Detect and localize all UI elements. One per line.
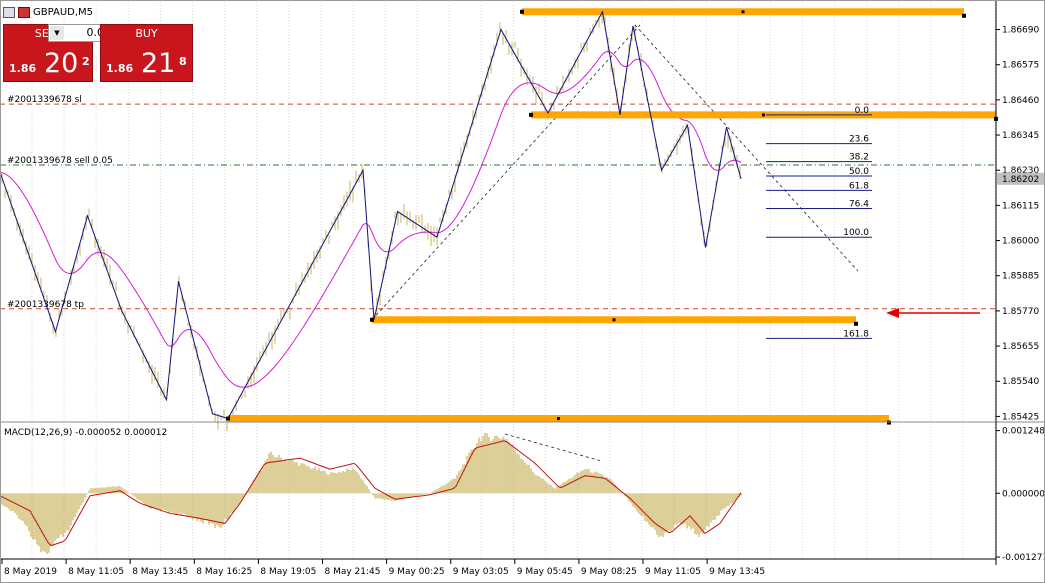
time-tick-label: 9 May 03:05 bbox=[453, 567, 509, 577]
chart-title-bar: GBPAUD,M5 bbox=[3, 4, 93, 20]
fib-level-label: 100.0 bbox=[843, 228, 869, 238]
fib-level-label: 23.6 bbox=[849, 135, 869, 145]
price-axis: 1.86690 1.86575 1.86460 1.86345 1.86230 1.861… bbox=[995, 0, 1045, 565]
time-tick-label: 8 May 2019 bbox=[4, 567, 57, 577]
time-tick-label: 8 May 16:25 bbox=[196, 567, 252, 577]
price-tick-label: 1.86000 bbox=[1002, 237, 1039, 247]
fibonacci[interactable]: 0.0 23.6 38.2 50.0 61.8 76.4 100.0 161.8 bbox=[766, 106, 980, 340]
trendlines bbox=[371, 24, 859, 321]
macd-tick-label: -0.001271 bbox=[1002, 553, 1045, 563]
level-handle bbox=[762, 113, 765, 117]
buy-button[interactable]: BUY 1.86 21 8 bbox=[100, 24, 193, 82]
price-tick-label: 1.85425 bbox=[1002, 412, 1039, 422]
trendline bbox=[634, 24, 859, 272]
moving-average bbox=[0, 50, 742, 388]
symbol-icon bbox=[18, 6, 30, 18]
lot-decrease-icon[interactable]: ▼ bbox=[50, 26, 64, 40]
time-tick-label: 9 May 13:45 bbox=[709, 567, 765, 577]
time-tick-label: 8 May 11:05 bbox=[68, 567, 124, 577]
time-tick-label: 9 May 05:45 bbox=[517, 567, 573, 577]
trendline bbox=[371, 24, 641, 321]
price-tick-label: 1.86690 bbox=[1002, 26, 1039, 36]
ma-line bbox=[0, 50, 742, 388]
level-handle bbox=[557, 417, 560, 421]
fib-level-label: 50.0 bbox=[849, 167, 869, 177]
fib-level-label: 61.8 bbox=[849, 181, 869, 191]
current-price-tag bbox=[997, 172, 1044, 185]
zigzag bbox=[0, 10, 742, 420]
sell-price-prefix: 1.86 bbox=[9, 62, 37, 75]
price-tick-label: 1.86575 bbox=[1002, 61, 1039, 71]
current-price-label: 1.86202 bbox=[1002, 175, 1039, 185]
level-handle bbox=[741, 10, 745, 14]
macd-tick-label: 0.000000 bbox=[1002, 489, 1045, 499]
price-tick-label: 1.85770 bbox=[1002, 307, 1039, 317]
level-handle bbox=[370, 317, 374, 322]
macd-title: MACD(12,26,9) -0.000052 0.000012 bbox=[4, 428, 167, 438]
price-tick-label: 1.86230 bbox=[1002, 166, 1039, 176]
time-tick-label: 8 May 13:45 bbox=[132, 567, 188, 577]
fib-level-label: 38.2 bbox=[849, 153, 869, 163]
level-handle bbox=[854, 321, 858, 326]
window-icon[interactable] bbox=[3, 6, 15, 18]
sell-price-sup: 2 bbox=[82, 55, 90, 68]
time-tick-label: 9 May 08:25 bbox=[581, 567, 637, 577]
fib-level-label: 76.4 bbox=[849, 199, 869, 209]
level-handle bbox=[962, 13, 966, 18]
buy-price-sup: 8 bbox=[179, 55, 187, 68]
order-label: #2001339678 sl bbox=[7, 95, 82, 105]
one-click-trade-panel: GBPAUD,M5 SELL 1.86 20 2 ▼ 0.05 ▲ BUY 1.… bbox=[3, 4, 193, 82]
macd-signal-line bbox=[0, 440, 742, 547]
chart-symbol: GBPAUD,M5 bbox=[33, 6, 94, 18]
macd-panel: MACD(12,26,9) -0.000052 0.000012 bbox=[0, 421, 1045, 555]
red-arrow-head bbox=[886, 308, 899, 318]
order-lines: #2001339678 sl #2001339678 sell 0.05 #2001… bbox=[0, 95, 996, 310]
level-handle bbox=[612, 318, 616, 322]
sell-price-big: 20 bbox=[44, 48, 79, 79]
price-tick-label: 1.85540 bbox=[1002, 377, 1039, 387]
order-label: #2001339678 tp bbox=[7, 300, 84, 310]
macd-divergence-line bbox=[504, 433, 601, 462]
buy-label: BUY bbox=[135, 27, 158, 40]
price-tick-label: 1.86345 bbox=[1002, 131, 1039, 141]
time-tick-label: 8 May 19:05 bbox=[260, 567, 316, 577]
price-tick-label: 1.86115 bbox=[1002, 201, 1039, 211]
price-tick-label: 1.85885 bbox=[1002, 272, 1039, 282]
fib-level-label: 0.0 bbox=[855, 106, 870, 116]
time-tick-label: 9 May 00:25 bbox=[389, 567, 445, 577]
level-handle bbox=[529, 112, 533, 117]
macd-tick-label: 0.001248 bbox=[1002, 427, 1045, 437]
level-handle bbox=[887, 420, 891, 425]
buy-price-big: 21 bbox=[141, 48, 176, 79]
price-tick-label: 1.86460 bbox=[1002, 96, 1039, 106]
time-tick-label: 8 May 21:45 bbox=[325, 567, 381, 577]
price-tick-label: 1.85655 bbox=[1002, 342, 1039, 352]
levels[interactable] bbox=[226, 8, 998, 425]
buy-price-prefix: 1.86 bbox=[106, 62, 134, 75]
order-label: #2001339678 sell 0.05 bbox=[7, 156, 113, 166]
time-tick-label: 9 May 11:05 bbox=[645, 567, 701, 577]
zigzag-line bbox=[0, 10, 742, 420]
fib-level-label: 161.8 bbox=[843, 329, 869, 339]
time-axis: 8 May 2019 8 May 11:05 8 May 13:45 8 May 16… bbox=[0, 558, 996, 577]
level-handle bbox=[520, 9, 524, 14]
